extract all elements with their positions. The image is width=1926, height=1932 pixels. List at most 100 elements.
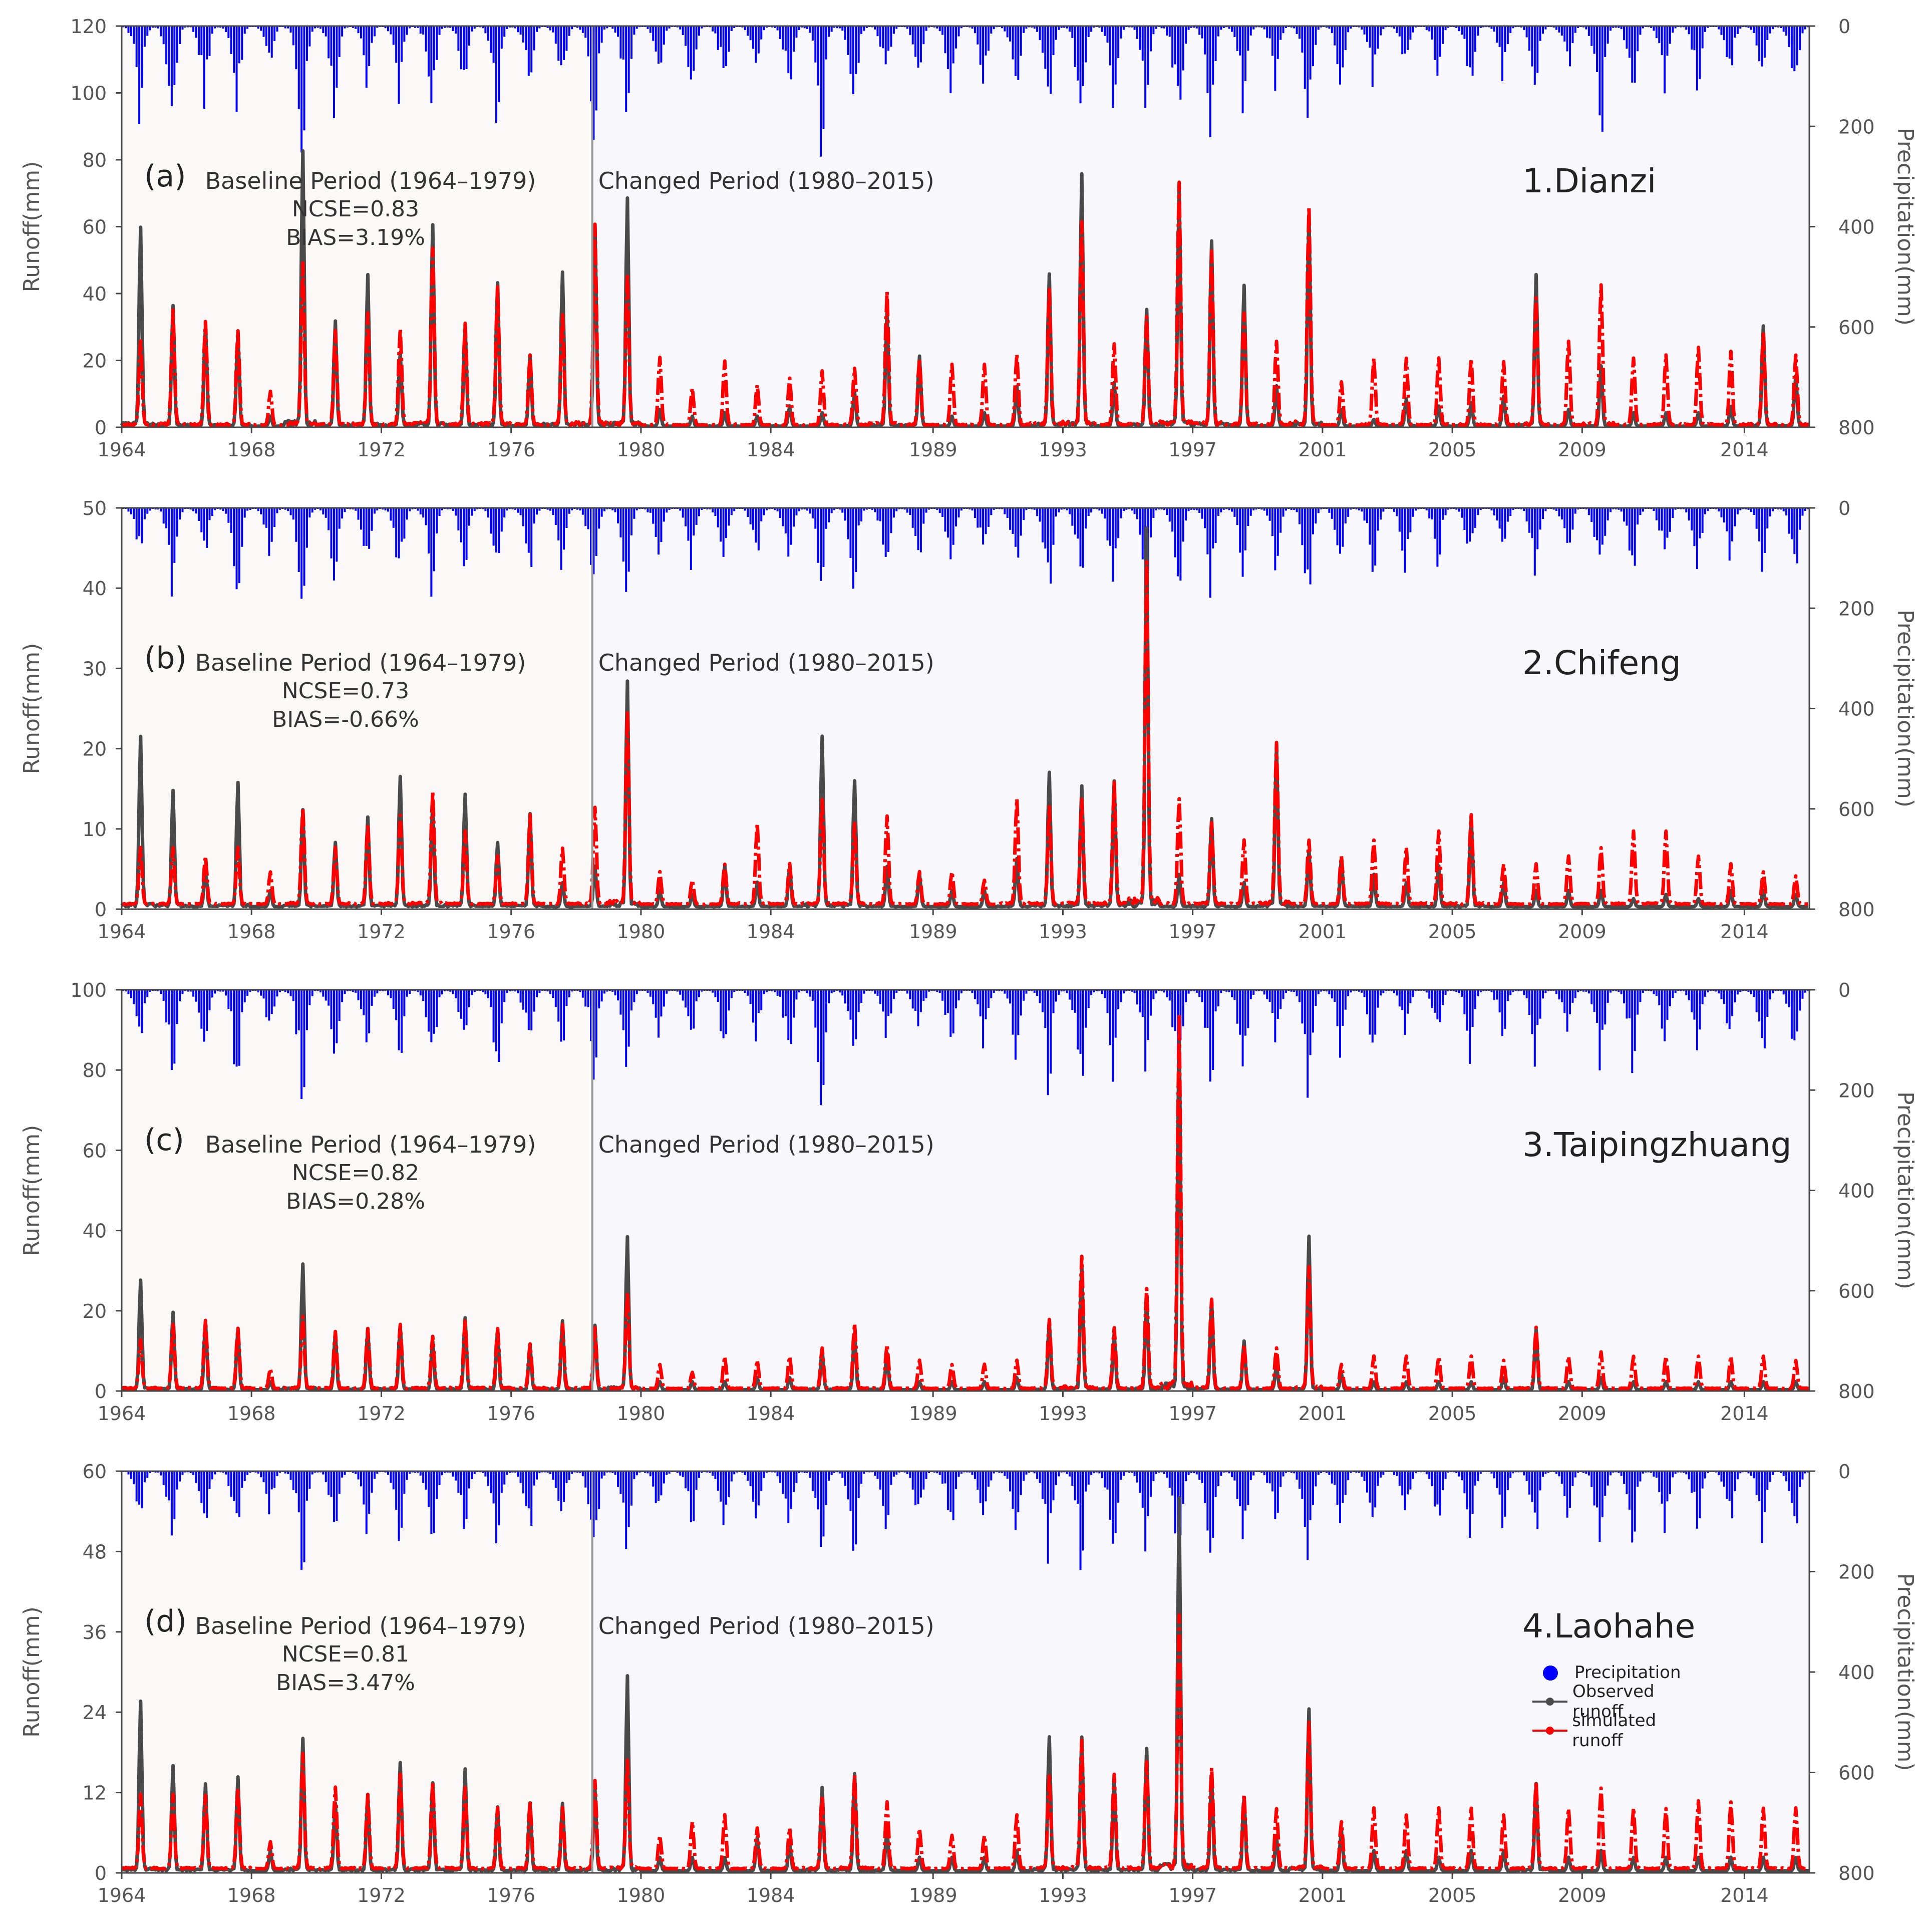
ncse-label: NCSE=0.82 [292,1160,419,1186]
bias-label: BIAS=3.47% [276,1670,415,1696]
x-tick-label: 1976 [487,921,535,943]
legend-item-precipitation: Precipitation [1532,1658,1703,1687]
y2-axis-label: Precipitation(mm) [1892,128,1918,326]
simulated-runoff-line [121,1613,1810,1871]
y2-tick-label: 600 [1838,317,1875,339]
baseline-period-label: Baseline Period (1964–1979) [195,1612,526,1639]
legend-label-simulated: simulated runoff [1572,1711,1657,1751]
observed-line-marker-icon [1532,1692,1567,1712]
x-tick-label: 2005 [1428,1403,1477,1425]
y-tick-label: 36 [83,1621,107,1643]
changed-region [592,1471,1810,1873]
x-tick-label: 1980 [617,1403,666,1425]
legend-item-observed: Observed runoff [1532,1682,1703,1722]
y2-tick-label: 0 [1838,16,1850,38]
y2-tick-label: 600 [1838,1762,1875,1784]
x-tick-label: 1984 [747,439,795,461]
station-name: 4.Laohahe [1522,1607,1695,1645]
x-tick-label: 1972 [357,439,406,461]
y2-tick-label: 200 [1838,598,1875,620]
x-tick-label: 2014 [1720,1403,1769,1425]
changed-period-label: Changed Period (1980–2015) [598,167,934,194]
x-tick-label: 1976 [487,439,535,461]
y-axis-label: Runoff(mm) [19,1125,45,1256]
precipitation-series [122,26,1809,157]
y-tick-label: 100 [70,83,107,105]
y-tick-label: 48 [83,1541,107,1563]
x-tick-label: 1989 [909,1403,957,1425]
x-tick-label: 2001 [1299,1403,1347,1425]
y-tick-label: 10 [83,818,107,841]
y-tick-label: 40 [83,578,107,600]
y-tick-label: 20 [83,350,107,372]
ncse-label: NCSE=0.83 [292,196,419,222]
baseline-period-label: Baseline Period (1964–1979) [205,167,536,194]
y-tick-label: 120 [70,16,107,38]
y-tick-label: 20 [83,738,107,760]
x-tick-label: 2009 [1558,1403,1607,1425]
x-tick-label: 1964 [98,1884,146,1906]
x-tick-label: 1964 [98,921,146,943]
x-tick-label: 2014 [1720,921,1769,943]
x-tick-label: 2001 [1299,921,1347,943]
changed-region [592,508,1810,909]
x-tick-label: 2014 [1720,1884,1769,1906]
y2-tick-label: 0 [1838,1461,1850,1483]
y2-tick-label: 800 [1838,1862,1875,1884]
x-tick-label: 1968 [227,921,276,943]
y-axis-label: Runoff(mm) [19,1606,45,1738]
x-tick-label: 1972 [357,1884,406,1906]
y-tick-label: 50 [83,497,107,519]
panel-label: (c) [144,1123,184,1158]
bias-label: BIAS=-0.66% [272,707,419,732]
changed-region [592,990,1810,1391]
x-tick-label: 2009 [1558,921,1607,943]
y-tick-label: 0 [95,899,107,921]
y-tick-label: 80 [83,149,107,171]
x-tick-label: 2005 [1428,439,1477,461]
y2-tick-label: 800 [1838,1381,1875,1403]
y2-axis-label: Precipitation(mm) [1892,1091,1918,1289]
y-tick-label: 100 [70,979,107,1001]
baseline-region [122,508,592,909]
legend-label-precipitation: Precipitation [1574,1663,1681,1683]
y2-tick-label: 0 [1838,497,1850,519]
y-tick-label: 40 [83,1220,107,1242]
precipitation-series [122,508,1809,603]
x-tick-label: 1964 [98,439,146,461]
x-tick-label: 1997 [1168,921,1217,943]
simulated-line-marker-icon [1532,1721,1567,1741]
changed-period-label: Changed Period (1980–2015) [598,649,934,676]
x-tick-label: 1968 [227,1403,276,1425]
x-tick-label: 1993 [1039,1884,1087,1906]
x-tick-label: 2005 [1428,1884,1477,1906]
y-axis-label: Runoff(mm) [19,643,45,774]
y-axis-label: Runoff(mm) [19,161,45,293]
y2-axis-label: Precipitation(mm) [1892,610,1918,807]
x-tick-label: 2005 [1428,921,1477,943]
x-tick-label: 1980 [617,439,666,461]
y2-tick-label: 400 [1838,698,1875,720]
y2-tick-label: 200 [1838,1079,1875,1101]
baseline-region [122,990,592,1391]
baseline-region [122,1471,592,1873]
x-tick-label: 1980 [617,1884,666,1906]
simulated-runoff-line [121,1012,1810,1391]
x-tick-label: 2009 [1558,439,1607,461]
x-tick-label: 1993 [1039,439,1087,461]
y2-tick-label: 600 [1838,798,1875,820]
x-tick-label: 1984 [747,921,795,943]
y2-tick-label: 0 [1838,979,1850,1001]
y2-tick-label: 400 [1838,216,1875,238]
y2-tick-label: 400 [1838,1662,1875,1684]
x-tick-label: 2014 [1720,439,1769,461]
x-tick-label: 1968 [227,1884,276,1906]
x-tick-label: 2001 [1299,439,1347,461]
x-tick-label: 1989 [909,921,957,943]
y-tick-label: 24 [83,1702,107,1724]
simulated-runoff-line [121,180,1810,427]
y-tick-label: 60 [83,1140,107,1162]
y-tick-label: 30 [83,658,107,680]
